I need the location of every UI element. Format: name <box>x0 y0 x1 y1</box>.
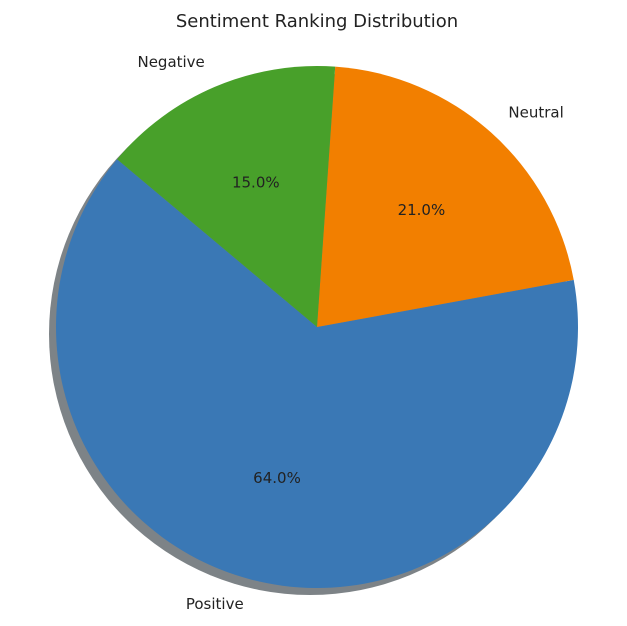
pie-slice-negative <box>117 66 336 327</box>
pie-labels: Positive 64.0% Neutral 21.0% Negative 15.0% <box>137 53 563 613</box>
slice-pct-negative: 15.0% <box>232 173 280 191</box>
slice-label-neutral: Neutral <box>508 104 563 122</box>
slice-label-negative: Negative <box>137 53 204 71</box>
chart-title: Sentiment Ranking Distribution <box>176 11 458 32</box>
pie-slice-positive <box>55 159 578 588</box>
slice-label-positive: Positive <box>186 595 244 613</box>
slice-pct-neutral: 21.0% <box>398 201 446 219</box>
slice-pct-positive: 64.0% <box>253 469 301 487</box>
pie-slice-neutral <box>317 66 574 327</box>
pie-slices <box>55 66 578 588</box>
